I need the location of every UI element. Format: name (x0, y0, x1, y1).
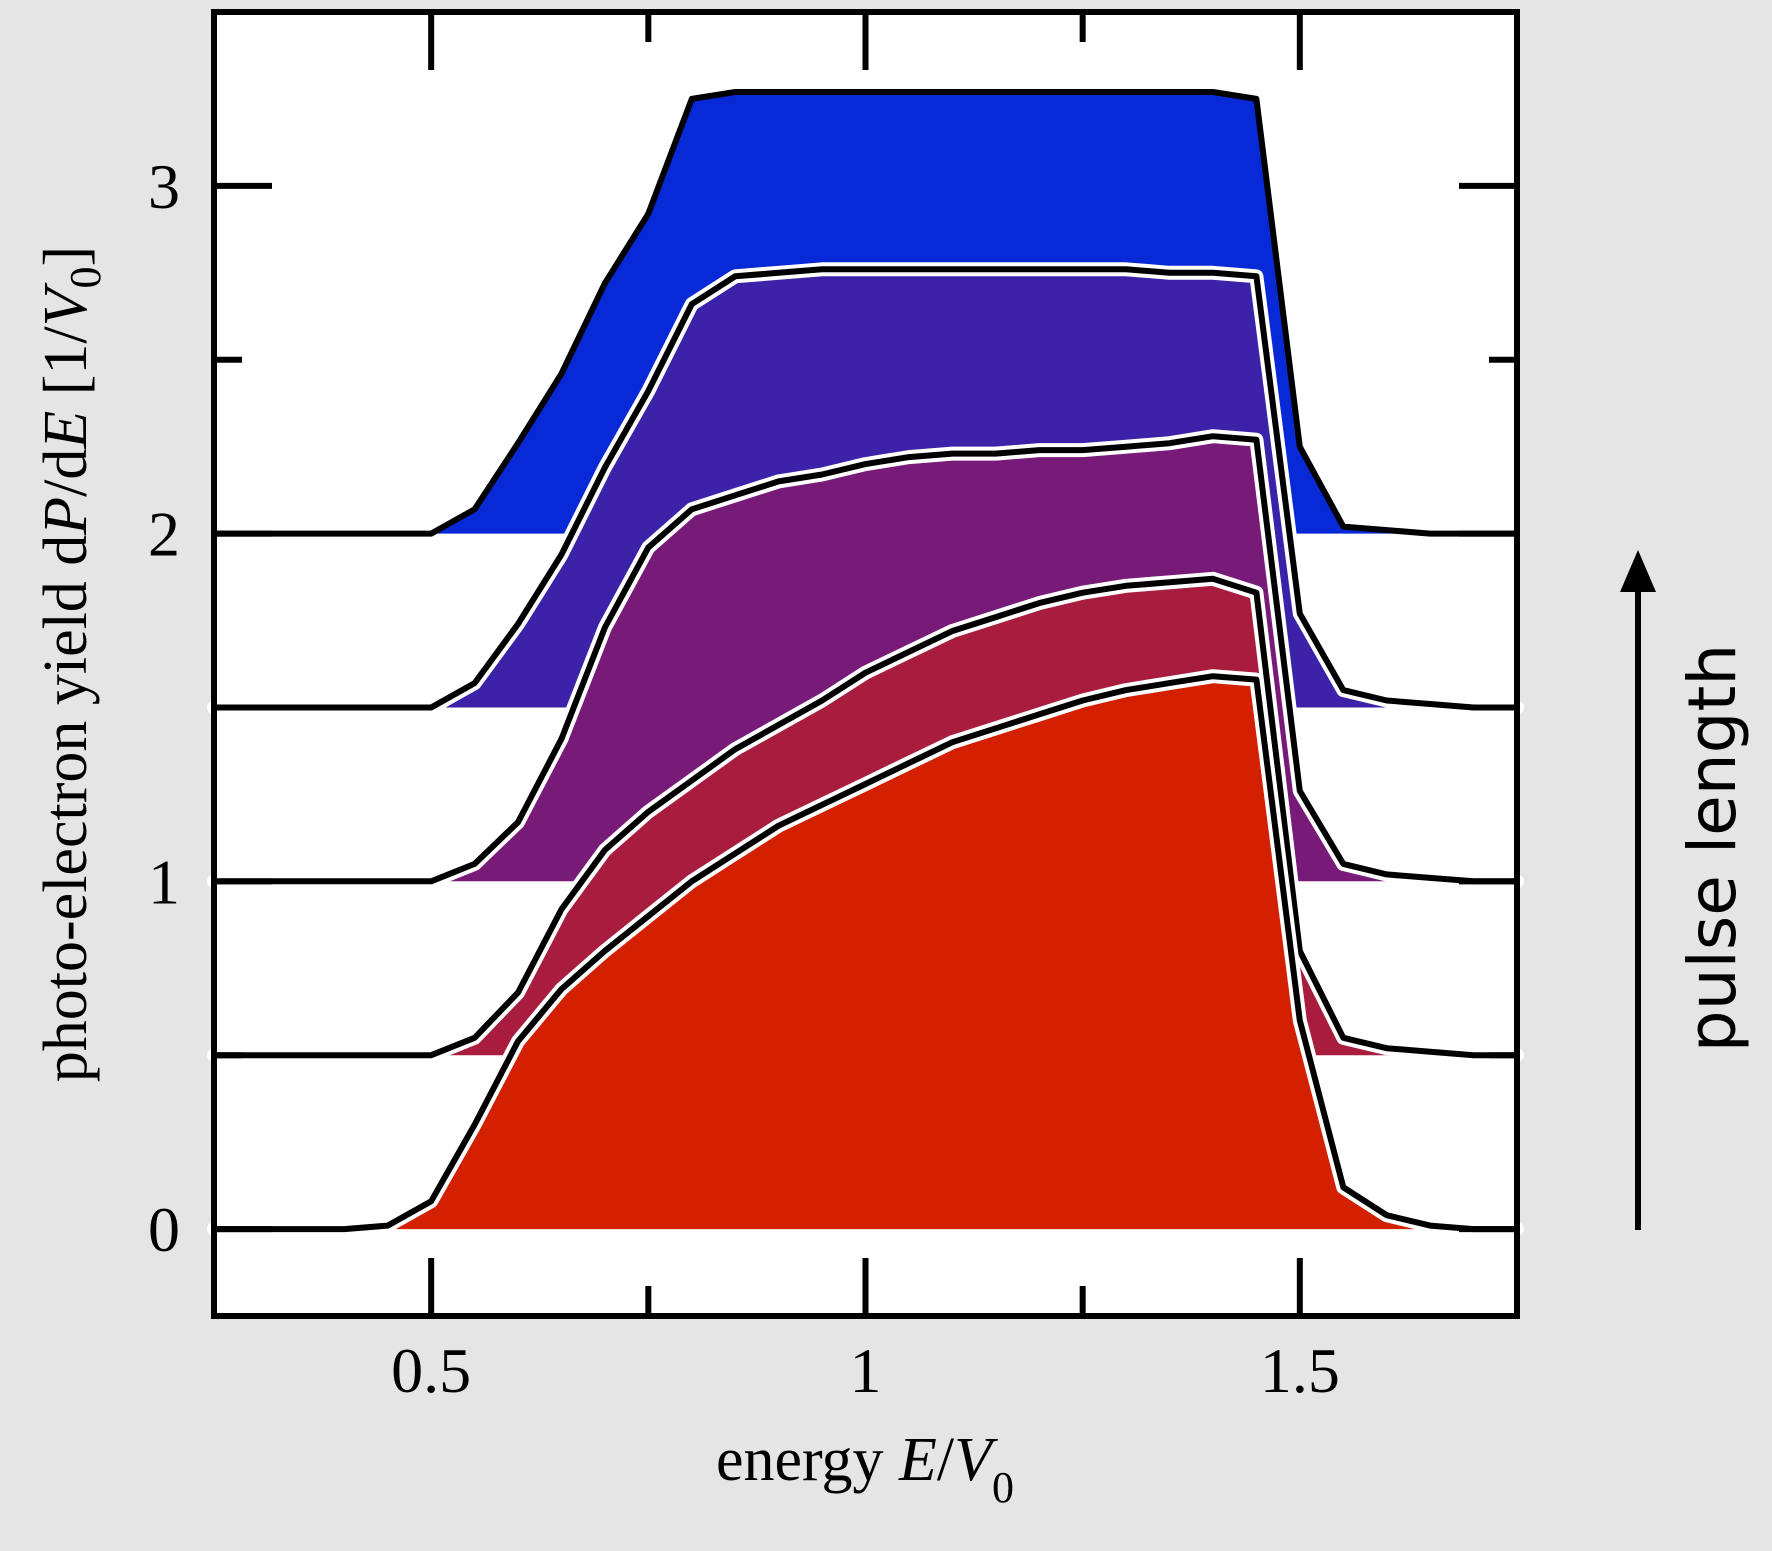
series-2-line (211, 433, 1520, 885)
pulse-length-arrow-head (1620, 550, 1656, 592)
y-tick-label: 0 (148, 1194, 180, 1265)
ticks-layer: 0 1 2 3 0.5 1 1.5 (148, 12, 1517, 1406)
series-4-area (214, 676, 1517, 1230)
series-0-line (211, 89, 1520, 537)
x-axis-title: energy E/V0 (716, 1426, 1014, 1512)
series-3-line (211, 575, 1520, 1059)
x-tick-label: 1 (850, 1335, 882, 1406)
pulse-length-label: pulse length (1674, 644, 1751, 1052)
series-4-line (211, 673, 1520, 1233)
y-tick-label: 1 (148, 846, 180, 917)
series-1-line (211, 266, 1520, 711)
x-tick-label: 1.5 (1260, 1335, 1340, 1406)
series-layer (207, 89, 1524, 1237)
x-tick-label: 0.5 (391, 1335, 471, 1406)
y-tick-label: 2 (148, 499, 180, 570)
y-tick-label: 3 (148, 151, 180, 222)
y-axis-title: photo-electron yield dP/dE [1/V0] (32, 246, 110, 1082)
